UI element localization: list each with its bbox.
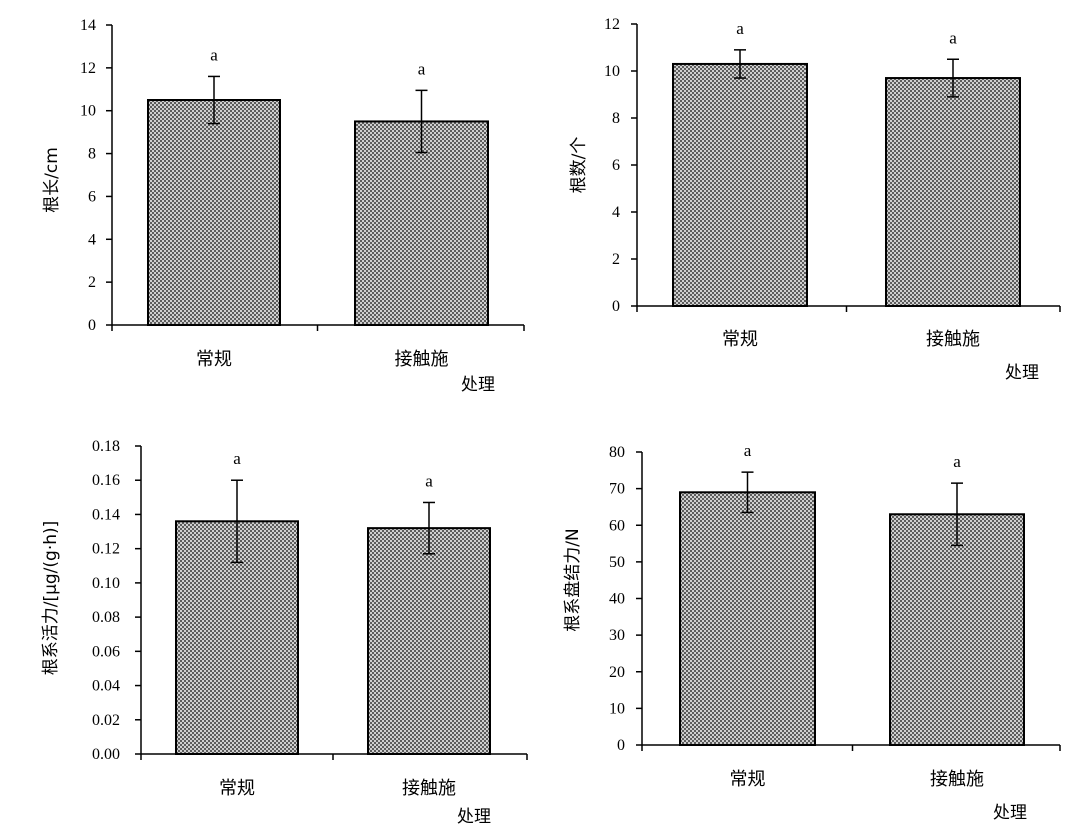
y-tick-label: 0.02 (92, 712, 120, 729)
significance-label-1: a (736, 19, 744, 38)
y-tick-label: 30 (609, 627, 625, 644)
y-tick-label: 80 (609, 444, 625, 461)
y-tick-label: 40 (609, 591, 625, 608)
x-axis-title: 处理 (993, 803, 1027, 823)
category-label-2: 接触施 (395, 349, 449, 370)
y-tick-label: 4 (612, 204, 620, 221)
bar-2 (367, 527, 491, 756)
x-axis-title: 处理 (1005, 363, 1039, 383)
y-tick-label: 70 (609, 481, 625, 498)
y-tick-label: 2 (612, 251, 620, 268)
bar-2 (889, 513, 1025, 747)
y-tick-label: 12 (604, 16, 620, 33)
bar-1 (679, 491, 816, 746)
y-axis-title: 根数/个 (569, 137, 589, 194)
y-tick-label: 0.10 (92, 575, 120, 592)
y-tick-label: 10 (80, 103, 96, 120)
chart-panel-3: a 常规 a 接触施 0.00 0.02 0.04 0.06 0.08 0.10 0.12 0.14 0… (41, 438, 528, 827)
y-tick-label: 6 (612, 157, 620, 174)
category-label-2: 接触施 (926, 329, 980, 350)
significance-label-2: a (953, 452, 961, 471)
y-tick-label: 14 (80, 17, 96, 34)
bar-2 (885, 77, 1021, 307)
significance-label-1: a (744, 441, 752, 460)
category-label-1: 常规 (730, 769, 766, 790)
chart-panel-4: a 常规 a 接触施 0 10 20 30 40 50 60 70 80 根系盘结力/N 处理 (563, 441, 1061, 823)
y-tick-label: 12 (80, 60, 96, 77)
y-tick-label: 60 (609, 517, 625, 534)
y-tick-label: 0 (88, 317, 96, 334)
x-axis-title: 处理 (461, 375, 495, 395)
y-tick-label: 8 (612, 110, 620, 127)
y-tick-label: 50 (609, 554, 625, 571)
significance-label-2: a (949, 28, 957, 47)
category-label-1: 常规 (722, 329, 758, 350)
y-tick-label: 0.00 (92, 746, 120, 763)
y-axis-title: 根系盘结力/N (563, 528, 583, 631)
y-tick-label: 10 (609, 700, 625, 717)
y-tick-label: 0.04 (92, 678, 120, 695)
x-axis-title: 处理 (457, 807, 491, 827)
y-tick-label: 10 (604, 63, 620, 80)
category-label-1: 常规 (219, 778, 255, 799)
y-tick-label: 0.14 (92, 506, 120, 523)
significance-label-2: a (425, 471, 433, 490)
y-axis-title: 根系活力/[μg/(g·h)] (41, 521, 61, 676)
chart-panel-1: a 常规 a 接触施 0 2 4 6 8 10 12 14 根长/cm 处理 (42, 17, 525, 395)
category-label-2: 接触施 (402, 778, 456, 799)
significance-label-1: a (233, 449, 241, 468)
y-tick-label: 6 (88, 188, 96, 205)
y-tick-label: 0.16 (92, 472, 120, 489)
chart-panel-2: a 常规 a 接触施 0 2 4 6 8 10 12 根数/个处理 (569, 16, 1061, 383)
bar-1 (672, 62, 808, 308)
significance-label-2: a (418, 59, 426, 78)
y-tick-label: 20 (609, 664, 625, 681)
bar-1 (147, 99, 281, 326)
y-tick-label: 0.08 (92, 609, 120, 626)
y-tick-label: 0.06 (92, 643, 120, 660)
y-tick-label: 2 (88, 274, 96, 291)
y-tick-label: 0 (617, 737, 625, 754)
category-label-2: 接触施 (930, 769, 984, 790)
y-axis-title: 根长/cm (42, 147, 62, 213)
y-tick-label: 0.18 (92, 438, 120, 455)
significance-label-1: a (210, 45, 218, 64)
bar-2 (354, 120, 489, 326)
y-tick-label: 4 (88, 231, 96, 248)
category-label-1: 常规 (196, 349, 232, 370)
y-tick-label: 0.12 (92, 541, 120, 558)
y-tick-label: 8 (88, 146, 96, 163)
y-tick-label: 0 (612, 298, 620, 315)
